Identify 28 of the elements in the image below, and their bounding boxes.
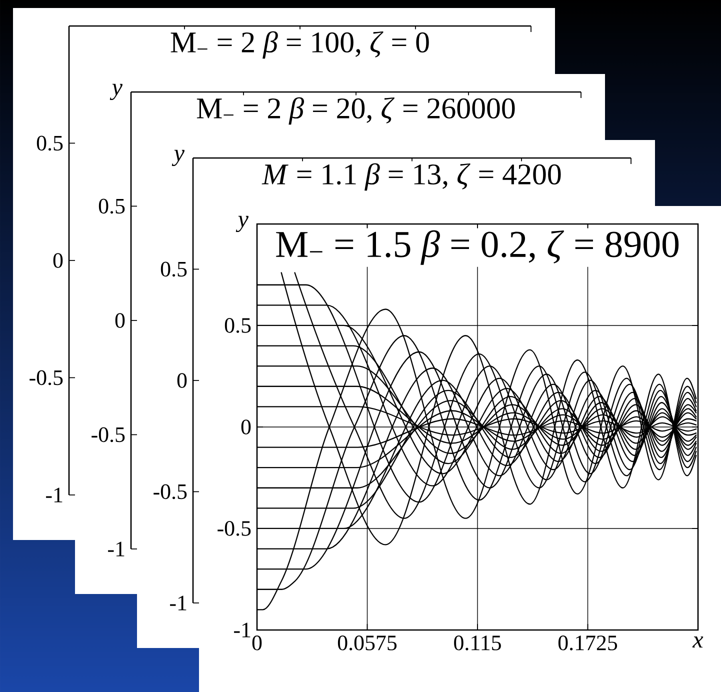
x-tick-label: 0.0575 [338, 636, 397, 650]
y-tick-label: -0.5 [30, 370, 63, 386]
chart-title: M$_{−}$ = 2 β = 100, ζ = 0 [170, 31, 429, 59]
y-tick-label: -1 [46, 488, 62, 502]
y-tick-label: 0.5 [36, 136, 63, 151]
y-tick-label: 0 [53, 253, 63, 268]
y-axis-title: y [110, 84, 122, 100]
y-tick-label: -1 [108, 542, 124, 556]
y-tick-label: -1 [170, 596, 186, 610]
x-tick-label: 0.1725 [558, 636, 618, 650]
y-axis-title: y [172, 150, 184, 166]
y-axis-title: y [236, 216, 248, 232]
chart-title: M$_{−}$ = 2 β = 20, ζ = 260000 [196, 97, 515, 125]
y-tick-label: -0.5 [154, 484, 187, 500]
y-tick-label: -0.5 [218, 521, 251, 536]
y-tick-label: 0 [177, 373, 187, 388]
y-tick-label: 0.5 [160, 262, 187, 277]
chart-title: M = 1.1 β = 13, ζ = 4200 [262, 163, 561, 191]
y-tick-label: -0.5 [92, 427, 125, 442]
y-tick-label: 0 [115, 313, 125, 328]
y-tick-label: 0.5 [224, 318, 251, 333]
x-axis-title: x [692, 636, 704, 648]
x-tick-label: 0 [252, 636, 262, 650]
chart-title: M$_{−}$ = 1.5 β = 0.2, ζ = 8900 [276, 230, 679, 265]
y-tick-label: 0.5 [98, 198, 125, 214]
y-tick-label: -1 [234, 622, 250, 638]
y-tick-label: 0 [241, 420, 251, 434]
x-tick-label: 0.115 [454, 636, 501, 650]
